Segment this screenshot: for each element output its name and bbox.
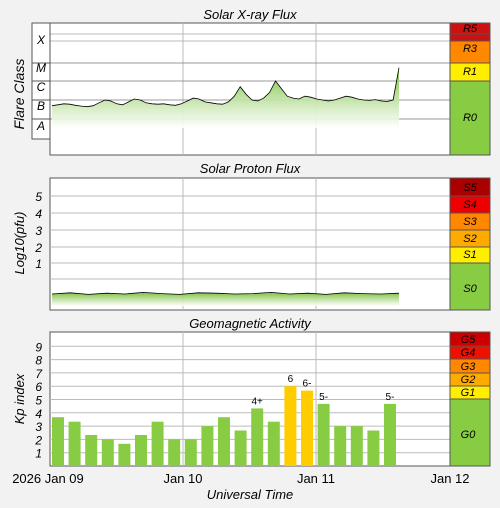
kp-ytick-2: 2 <box>34 433 42 447</box>
x-axis-label: Universal Time <box>207 487 294 502</box>
proton-ytick-3: 3 <box>35 224 42 238</box>
kp-scale-label-G2: G2 <box>461 374 476 386</box>
kp-bar-20 <box>384 403 396 466</box>
xray-class-label-B: B <box>37 99 45 113</box>
kp-ytick-9: 9 <box>35 340 42 354</box>
x-tick-1: Jan 10 <box>163 471 202 486</box>
x-tick-0: 2026 Jan 09 <box>12 471 84 486</box>
kp-ytick-3: 3 <box>35 420 42 434</box>
proton-ytick-5: 5 <box>35 190 42 204</box>
xray-class-label-M: M <box>36 61 46 75</box>
kp-bar-2 <box>85 435 98 466</box>
proton-ytick-4: 4 <box>35 207 42 221</box>
proton-flux-line <box>51 291 400 295</box>
x-tick-2: Jan 11 <box>297 471 335 486</box>
proton-ytick-1: 1 <box>35 257 42 271</box>
kp-bar-8 <box>184 439 197 466</box>
xray-title: Solar X-ray Flux <box>203 7 297 22</box>
xray-scale-label-R5: R5 <box>463 23 478 35</box>
proton-scale-label-S2: S2 <box>463 233 476 245</box>
kp-bar-18 <box>350 426 363 466</box>
xray-class-label-X: X <box>36 33 46 47</box>
kp-bar-12 <box>251 408 264 466</box>
proton-title: Solar Proton Flux <box>200 161 301 176</box>
proton-scale-label-S1: S1 <box>463 249 476 261</box>
kp-title: Geomagnetic Activity <box>189 316 312 331</box>
proton-scale-label-S5: S5 <box>463 182 477 194</box>
kp-bar-label-14: 6 <box>288 374 294 385</box>
kp-scale-label-G5: G5 <box>461 334 477 346</box>
kp-ytick-4: 4 <box>35 407 42 421</box>
kp-bar-10 <box>218 417 230 466</box>
x-tick-3: Jan 12 <box>430 471 469 486</box>
kp-bar-label-15: 6- <box>303 379 312 390</box>
proton-ytick-2: 2 <box>34 241 42 255</box>
kp-bar-17 <box>334 426 347 466</box>
xray-scale-label-R1: R1 <box>463 66 477 78</box>
proton-ylabel: Log10(pfu) <box>12 212 27 275</box>
xray-class-label-C: C <box>37 80 46 94</box>
xray-class-label-A: A <box>36 119 45 133</box>
kp-scale-label-G3: G3 <box>461 361 477 373</box>
xray-flux-area <box>52 67 399 128</box>
kp-bar-label-20: 5- <box>386 392 395 403</box>
proton-flux-area <box>52 292 399 306</box>
kp-bar-3 <box>101 439 114 466</box>
proton-scale-block-5 <box>449 262 491 311</box>
kp-bar-6 <box>151 421 164 466</box>
kp-bar-5 <box>135 435 147 466</box>
kp-bar-14 <box>284 386 297 466</box>
kp-bar-9 <box>201 426 214 466</box>
kp-scale-label-G4: G4 <box>461 347 476 359</box>
xray-flux-line <box>51 67 400 108</box>
kp-ytick-1: 1 <box>35 447 42 461</box>
kp-bar-13 <box>267 421 280 466</box>
kp-ytick-8: 8 <box>35 354 42 368</box>
kp-bar-19 <box>367 430 380 466</box>
panel-2-bg <box>49 177 451 311</box>
xray-scale-block-3 <box>449 80 491 156</box>
kp-ytick-7: 7 <box>35 367 43 381</box>
kp-bar-11 <box>234 430 247 466</box>
kp-bar-4 <box>118 443 131 466</box>
panel-1-bg <box>49 22 451 156</box>
proton-scale-label-S3: S3 <box>463 216 477 228</box>
xray-scale-label-R0: R0 <box>463 112 478 124</box>
kp-bar-1 <box>68 421 81 466</box>
proton-scale-label-S4: S4 <box>463 199 476 211</box>
xray-scale-label-R3: R3 <box>463 43 478 55</box>
kp-ylabel: Kp index <box>12 373 27 424</box>
kp-bar-15 <box>301 390 313 466</box>
kp-bar-0 <box>52 417 64 466</box>
kp-bar-16 <box>317 403 330 466</box>
kp-scale-block-5 <box>449 398 491 467</box>
xray-ylabel: Flare Class <box>11 59 27 130</box>
kp-bar-7 <box>168 439 181 466</box>
kp-ytick-5: 5 <box>35 394 42 408</box>
kp-ytick-6: 6 <box>35 380 42 394</box>
kp-scale-label-G1: G1 <box>461 387 476 399</box>
kp-bar-label-16: 5- <box>319 392 328 403</box>
proton-scale-label-S0: S0 <box>463 283 477 295</box>
kp-scale-label-G0: G0 <box>461 429 477 441</box>
kp-bar-label-12: 4+ <box>251 396 263 407</box>
